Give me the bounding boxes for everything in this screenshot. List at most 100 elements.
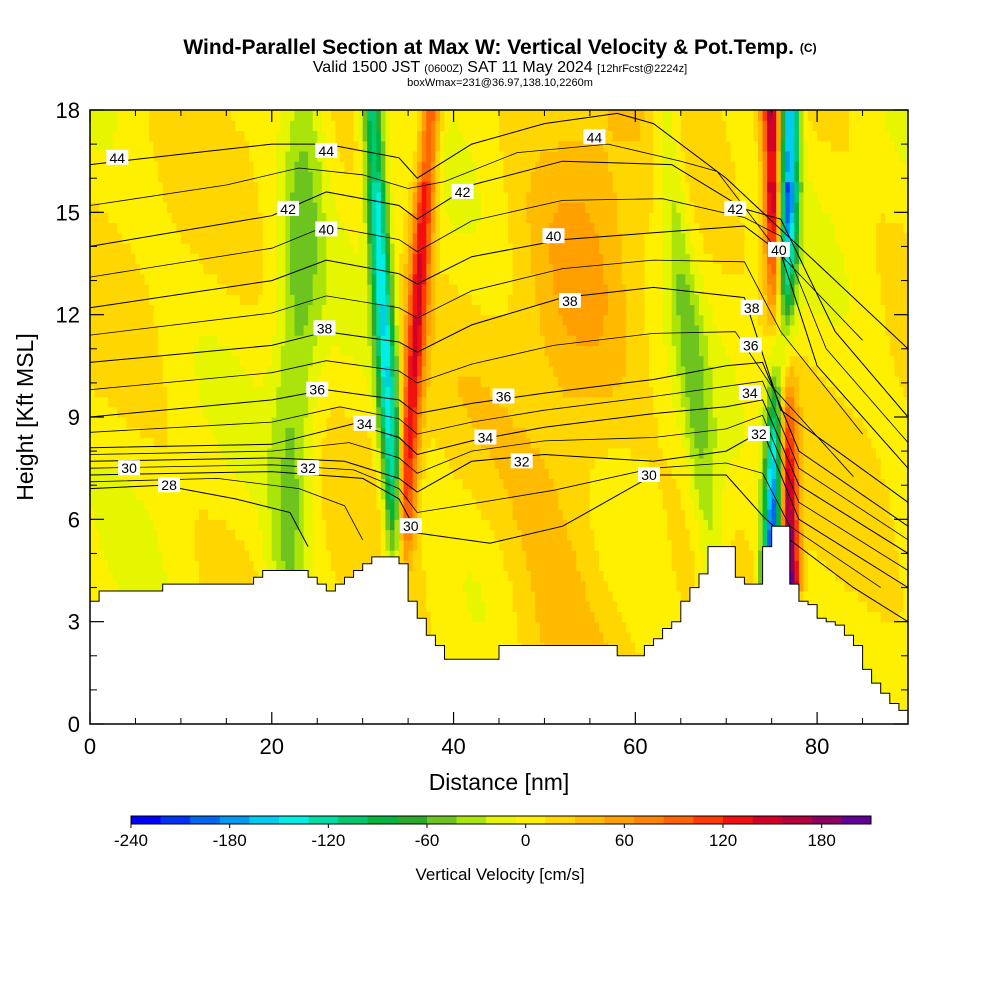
velocity-cell	[99, 191, 105, 203]
velocity-cell	[199, 181, 205, 193]
velocity-cell	[371, 324, 377, 336]
velocity-cell	[426, 171, 432, 183]
velocity-cell	[117, 130, 123, 142]
velocity-cell	[99, 345, 105, 357]
velocity-cell	[244, 273, 250, 285]
velocity-cell	[103, 232, 109, 244]
velocity-cell	[353, 294, 359, 306]
velocity-cell	[212, 110, 218, 121]
velocity-cell	[421, 519, 427, 531]
velocity-cell	[417, 376, 423, 387]
velocity-cell	[426, 611, 432, 623]
velocity-cell	[221, 376, 227, 387]
velocity-cell	[385, 273, 391, 285]
velocity-cell	[412, 468, 418, 479]
velocity-cell	[135, 263, 141, 275]
velocity-cell	[112, 457, 118, 469]
velocity-cell	[367, 222, 373, 234]
velocity-cell	[399, 314, 405, 326]
velocity-cell	[458, 263, 464, 275]
velocity-cell	[399, 478, 405, 490]
velocity-cell	[462, 631, 468, 643]
velocity-cell	[103, 120, 109, 132]
velocity-cell	[367, 212, 373, 224]
velocity-cell	[430, 396, 436, 408]
velocity-cell	[430, 365, 436, 377]
velocity-cell	[453, 120, 459, 132]
velocity-cell	[308, 335, 314, 346]
velocity-cell	[103, 150, 109, 162]
velocity-cell	[189, 396, 196, 408]
velocity-cell	[139, 161, 146, 172]
velocity-cell	[276, 478, 282, 490]
velocity-cell	[94, 120, 100, 132]
velocity-cell	[239, 427, 246, 439]
velocity-cell	[149, 437, 155, 449]
velocity-cell	[321, 550, 327, 561]
velocity-cell	[180, 457, 187, 469]
velocity-cell	[376, 253, 382, 265]
velocity-cell	[299, 130, 305, 142]
velocity-cell	[289, 130, 296, 142]
velocity-cell	[449, 539, 455, 551]
velocity-cell	[212, 365, 218, 377]
velocity-cell	[462, 652, 468, 664]
velocity-cell	[308, 478, 314, 490]
velocity-cell	[358, 550, 364, 561]
velocity-cell	[453, 110, 459, 121]
velocity-cell	[417, 355, 423, 367]
velocity-cell	[271, 376, 277, 387]
velocity-cell	[153, 335, 159, 346]
velocity-cell	[399, 386, 405, 398]
velocity-cell	[303, 498, 309, 510]
velocity-cell	[330, 468, 336, 479]
velocity-cell	[253, 365, 259, 377]
velocity-cell	[380, 457, 386, 469]
velocity-cell	[221, 365, 227, 377]
velocity-cell	[130, 376, 137, 387]
velocity-cell	[362, 457, 368, 469]
velocity-cell	[94, 560, 100, 572]
velocity-cell	[458, 110, 464, 121]
velocity-cell	[439, 120, 446, 132]
velocity-cell	[294, 457, 300, 469]
velocity-cell	[117, 488, 123, 500]
velocity-cell	[199, 478, 205, 490]
velocity-cell	[121, 110, 127, 121]
velocity-cell	[267, 335, 273, 346]
velocity-cell	[430, 243, 436, 254]
velocity-cell	[339, 202, 346, 213]
velocity-cell	[221, 130, 227, 142]
velocity-cell	[99, 417, 105, 428]
velocity-cell	[344, 386, 350, 398]
velocity-cell	[94, 130, 100, 142]
velocity-cell	[430, 232, 436, 244]
velocity-cell	[458, 621, 464, 633]
velocity-cell	[326, 232, 332, 244]
velocity-cell	[435, 417, 441, 428]
velocity-cell	[358, 447, 364, 459]
velocity-cell	[185, 365, 191, 377]
velocity-cell	[421, 478, 427, 490]
velocity-cell	[217, 355, 223, 367]
velocity-cell	[335, 212, 341, 224]
velocity-cell	[444, 488, 450, 500]
velocity-cell	[112, 202, 118, 213]
velocity-cell	[244, 232, 250, 244]
velocity-cell	[135, 376, 141, 387]
velocity-cell	[230, 130, 237, 142]
velocity-cell	[176, 140, 182, 152]
velocity-cell	[303, 324, 309, 336]
velocity-cell	[289, 437, 296, 449]
velocity-cell	[199, 150, 205, 162]
velocity-cell	[376, 202, 382, 213]
velocity-cell	[130, 181, 137, 193]
velocity-cell	[453, 560, 459, 572]
velocity-cell	[90, 539, 96, 551]
velocity-cell	[353, 406, 359, 418]
velocity-cell	[176, 427, 182, 439]
velocity-cell	[139, 130, 146, 142]
velocity-cell	[330, 161, 336, 172]
velocity-cell	[239, 417, 246, 428]
velocity-cell	[239, 447, 246, 459]
